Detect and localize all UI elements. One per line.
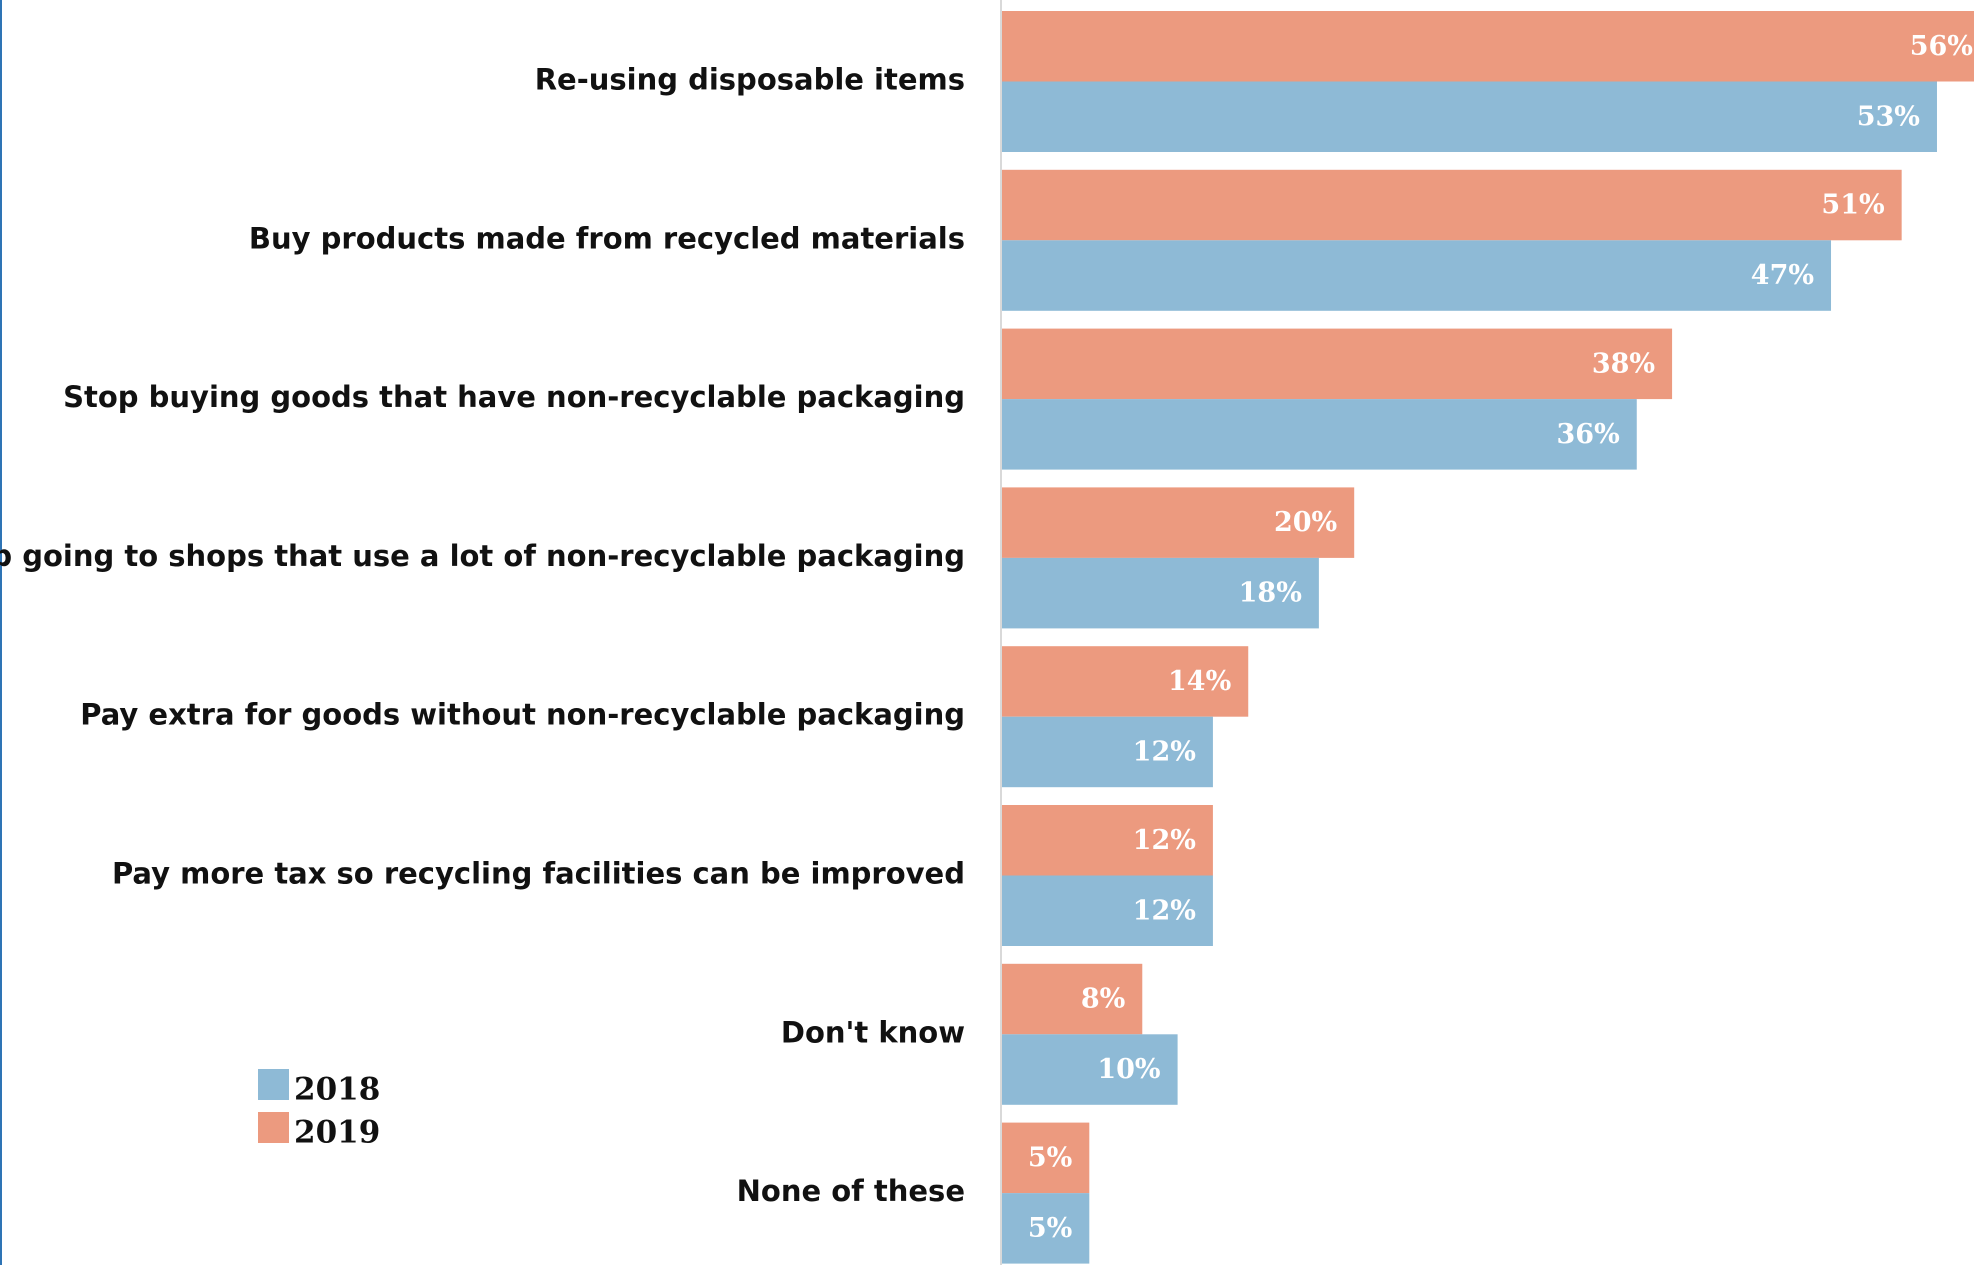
category-labels-group: Re-using disposable items Buy products ma… bbox=[0, 63, 965, 1209]
data-label-2019: 56% bbox=[1910, 31, 1973, 62]
data-label-2019: 51% bbox=[1821, 190, 1884, 221]
category-label: Don't know bbox=[781, 1015, 965, 1049]
bar-2018 bbox=[1001, 1193, 1090, 1264]
data-label-2019: 20% bbox=[1274, 507, 1337, 538]
bars-group: 56% 53% 51% 47% 38% 36% 20% 18% 14% 12% 12% 12% 8% 10… bbox=[1001, 11, 1974, 1264]
legend-swatch-2018 bbox=[258, 1069, 289, 1100]
category-label: Stop buying goods that have non-recyclab… bbox=[63, 380, 965, 414]
data-label-2019: 5% bbox=[1028, 1142, 1072, 1173]
data-label-2018: 5% bbox=[1028, 1213, 1072, 1244]
bar-2019 bbox=[1001, 328, 1673, 400]
bar-2019 bbox=[1001, 805, 1213, 876]
bar-2018 bbox=[1001, 240, 1832, 311]
category-label: Pay more tax so recycling facilities can… bbox=[112, 857, 965, 891]
legend-label-2018: 2018 bbox=[294, 1072, 380, 1108]
category-label: Re-using disposable items bbox=[535, 63, 965, 97]
bar-2019 bbox=[1001, 646, 1249, 717]
bar-2018 bbox=[1001, 716, 1213, 788]
data-label-2019: 38% bbox=[1592, 348, 1655, 379]
legend-label-2019: 2019 bbox=[294, 1115, 380, 1151]
data-label-2018: 12% bbox=[1133, 895, 1196, 926]
legend: 2018 2019 bbox=[258, 1069, 380, 1151]
category-label: Stop going to shops that use a lot of no… bbox=[0, 539, 965, 573]
category-label: Pay extra for goods without non-recyclab… bbox=[80, 698, 965, 732]
category-label: None of these bbox=[737, 1174, 965, 1208]
bar-2019 bbox=[1001, 963, 1143, 1035]
data-label-2019: 8% bbox=[1081, 984, 1125, 1015]
data-label-2018: 53% bbox=[1857, 101, 1920, 132]
data-label-2018: 10% bbox=[1097, 1054, 1160, 1085]
bar-2019 bbox=[1001, 169, 1902, 241]
data-label-2018: 47% bbox=[1751, 260, 1814, 291]
bar-2018 bbox=[1001, 557, 1319, 629]
data-label-2018: 18% bbox=[1239, 578, 1302, 609]
bar-2018 bbox=[1001, 81, 1937, 152]
bar-2018 bbox=[1001, 1034, 1178, 1105]
bar-2019 bbox=[1001, 487, 1355, 558]
bar-2019 bbox=[1001, 1122, 1090, 1194]
data-label-2018: 36% bbox=[1557, 419, 1620, 450]
data-label-2018: 12% bbox=[1133, 736, 1196, 767]
bar-2019 bbox=[1001, 11, 1974, 82]
data-label-2019: 14% bbox=[1168, 666, 1231, 697]
legend-swatch-2019 bbox=[258, 1112, 289, 1143]
bar-2018 bbox=[1001, 399, 1637, 470]
bar-2018 bbox=[1001, 875, 1213, 946]
category-label: Buy products made from recycled material… bbox=[249, 221, 965, 255]
data-label-2019: 12% bbox=[1133, 825, 1196, 856]
